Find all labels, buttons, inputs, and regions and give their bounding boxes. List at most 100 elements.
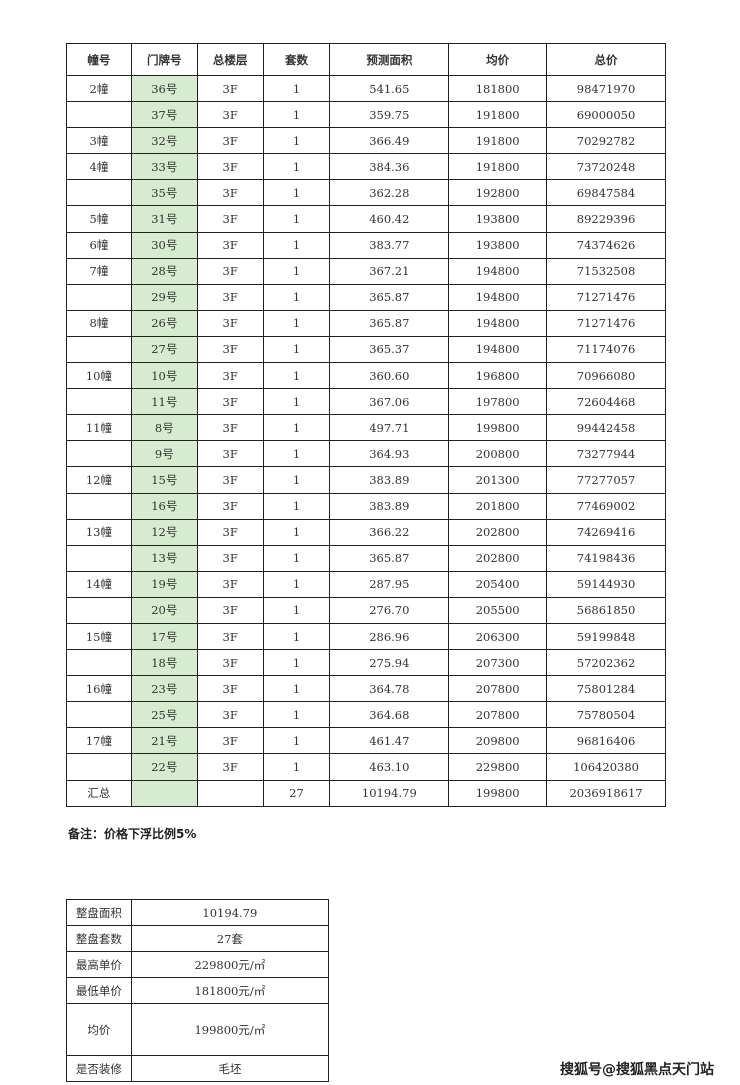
building-cell: 5幢 — [66, 205, 132, 233]
table-row: 25号 3F 1 364.68 207800 75780504 — [66, 701, 666, 729]
summary-label: 是否装修 — [66, 1055, 132, 1082]
building-cell — [66, 544, 132, 572]
unit-price-cell: 199800 — [448, 779, 548, 807]
floors-cell: 3F — [196, 622, 264, 651]
floors-cell: 3F — [196, 492, 264, 520]
door-number-cell: 21号 — [130, 727, 198, 755]
units-cell: 1 — [262, 518, 331, 546]
units-cell: 1 — [262, 492, 331, 520]
area-cell: 460.42 — [329, 205, 450, 233]
floors-cell: 3F — [196, 388, 264, 416]
unit-price-cell: 194800 — [448, 309, 548, 337]
total-row: 汇总 27 10194.79 199800 2036918617 — [66, 779, 666, 807]
door-number-cell: 29号 — [130, 283, 198, 311]
area-cell: 359.75 — [329, 101, 450, 129]
building-cell — [66, 179, 132, 207]
watermark: 搜狐号@搜狐黑点天门站 — [560, 1062, 714, 1078]
units-cell: 1 — [262, 127, 331, 155]
table-row: 15幢 17号 3F 1 286.96 206300 59199848 — [66, 622, 666, 651]
units-cell: 1 — [262, 388, 331, 416]
area-cell: 364.68 — [329, 701, 450, 729]
table-row: 4幢 33号 3F 1 384.36 191800 73720248 — [66, 153, 666, 181]
floors-cell: 3F — [196, 440, 264, 468]
price-table: 幢号 门牌号 总楼层 套数 预测面积 均价 总价 2幢 36号 3F 1 541.65 181800 9… — [66, 43, 666, 807]
total-price-cell: 71271476 — [546, 283, 666, 311]
units-cell: 27 — [262, 779, 331, 807]
door-number-cell: 35号 — [130, 179, 198, 207]
area-cell: 383.89 — [329, 492, 450, 520]
floors-cell: 3F — [196, 518, 264, 546]
door-number-cell: 25号 — [130, 701, 198, 729]
total-price-cell: 73720248 — [546, 153, 666, 181]
door-number-cell: 10号 — [130, 362, 198, 390]
units-cell: 1 — [262, 440, 331, 468]
building-cell: 2幢 — [66, 74, 132, 103]
units-cell: 1 — [262, 649, 331, 677]
unit-price-cell: 201300 — [448, 466, 548, 494]
area-cell: 367.21 — [329, 257, 450, 285]
door-number-cell: 37号 — [130, 101, 198, 129]
total-price-cell: 89229396 — [546, 205, 666, 233]
total-price-cell: 73277944 — [546, 440, 666, 468]
summary-label: 均价 — [66, 1003, 132, 1056]
area-cell: 383.77 — [329, 231, 450, 259]
unit-price-cell: 196800 — [448, 362, 548, 390]
area-cell: 275.94 — [329, 649, 450, 677]
unit-price-cell: 229800 — [448, 753, 548, 781]
door-number-cell: 26号 — [130, 309, 198, 337]
door-number-cell: 32号 — [130, 127, 198, 155]
area-cell: 287.95 — [329, 570, 450, 598]
units-cell: 1 — [262, 74, 331, 103]
area-cell: 366.22 — [329, 518, 450, 546]
unit-price-cell: 193800 — [448, 205, 548, 233]
table-row: 5幢 31号 3F 1 460.42 193800 89229396 — [66, 205, 666, 233]
column-header: 总楼层 — [196, 43, 264, 76]
floors-cell: 3F — [196, 414, 264, 442]
total-price-cell: 56861850 — [546, 596, 666, 624]
unit-price-cell: 197800 — [448, 388, 548, 416]
unit-price-cell: 194800 — [448, 335, 548, 364]
area-cell: 365.87 — [329, 544, 450, 572]
unit-price-cell: 191800 — [448, 127, 548, 155]
building-cell: 4幢 — [66, 153, 132, 181]
units-cell: 1 — [262, 179, 331, 207]
unit-price-cell: 202800 — [448, 518, 548, 546]
summary-value: 27套 — [130, 925, 330, 952]
building-cell: 8幢 — [66, 309, 132, 337]
building-cell: 14幢 — [66, 570, 132, 598]
table-row: 29号 3F 1 365.87 194800 71271476 — [66, 283, 666, 311]
unit-price-cell: 191800 — [448, 153, 548, 181]
floors-cell: 3F — [196, 466, 264, 494]
units-cell: 1 — [262, 753, 331, 781]
units-cell: 1 — [262, 414, 331, 442]
table-row: 11号 3F 1 367.06 197800 72604468 — [66, 388, 666, 416]
total-price-cell: 71174076 — [546, 335, 666, 364]
total-price-cell: 96816406 — [546, 727, 666, 755]
total-price-cell: 75780504 — [546, 701, 666, 729]
building-cell: 15幢 — [66, 622, 132, 651]
summary-row: 最高单价 229800元/㎡ — [66, 951, 330, 978]
door-number-cell: 33号 — [130, 153, 198, 181]
unit-price-cell: 199800 — [448, 414, 548, 442]
table-row: 11幢 8号 3F 1 497.71 199800 99442458 — [66, 414, 666, 442]
building-cell: 17幢 — [66, 727, 132, 755]
unit-price-cell: 207300 — [448, 649, 548, 677]
unit-price-cell: 207800 — [448, 701, 548, 729]
door-number-cell: 30号 — [130, 231, 198, 259]
summary-value: 199800元/㎡ — [130, 1003, 330, 1056]
table-row: 6幢 30号 3F 1 383.77 193800 74374626 — [66, 231, 666, 259]
summary-label: 最高单价 — [66, 951, 132, 978]
door-number-cell: 13号 — [130, 544, 198, 572]
floors-cell: 3F — [196, 675, 264, 703]
building-cell: 13幢 — [66, 518, 132, 546]
summary-row: 整盘面积 10194.79 — [66, 899, 330, 926]
building-cell: 汇总 — [66, 779, 132, 807]
floors-cell: 3F — [196, 231, 264, 259]
units-cell: 1 — [262, 570, 331, 598]
units-cell: 1 — [262, 153, 331, 181]
floors-cell: 3F — [196, 283, 264, 311]
area-cell: 497.71 — [329, 414, 450, 442]
door-number-cell: 20号 — [130, 596, 198, 624]
unit-price-cell: 192800 — [448, 179, 548, 207]
unit-price-cell: 205500 — [448, 596, 548, 624]
